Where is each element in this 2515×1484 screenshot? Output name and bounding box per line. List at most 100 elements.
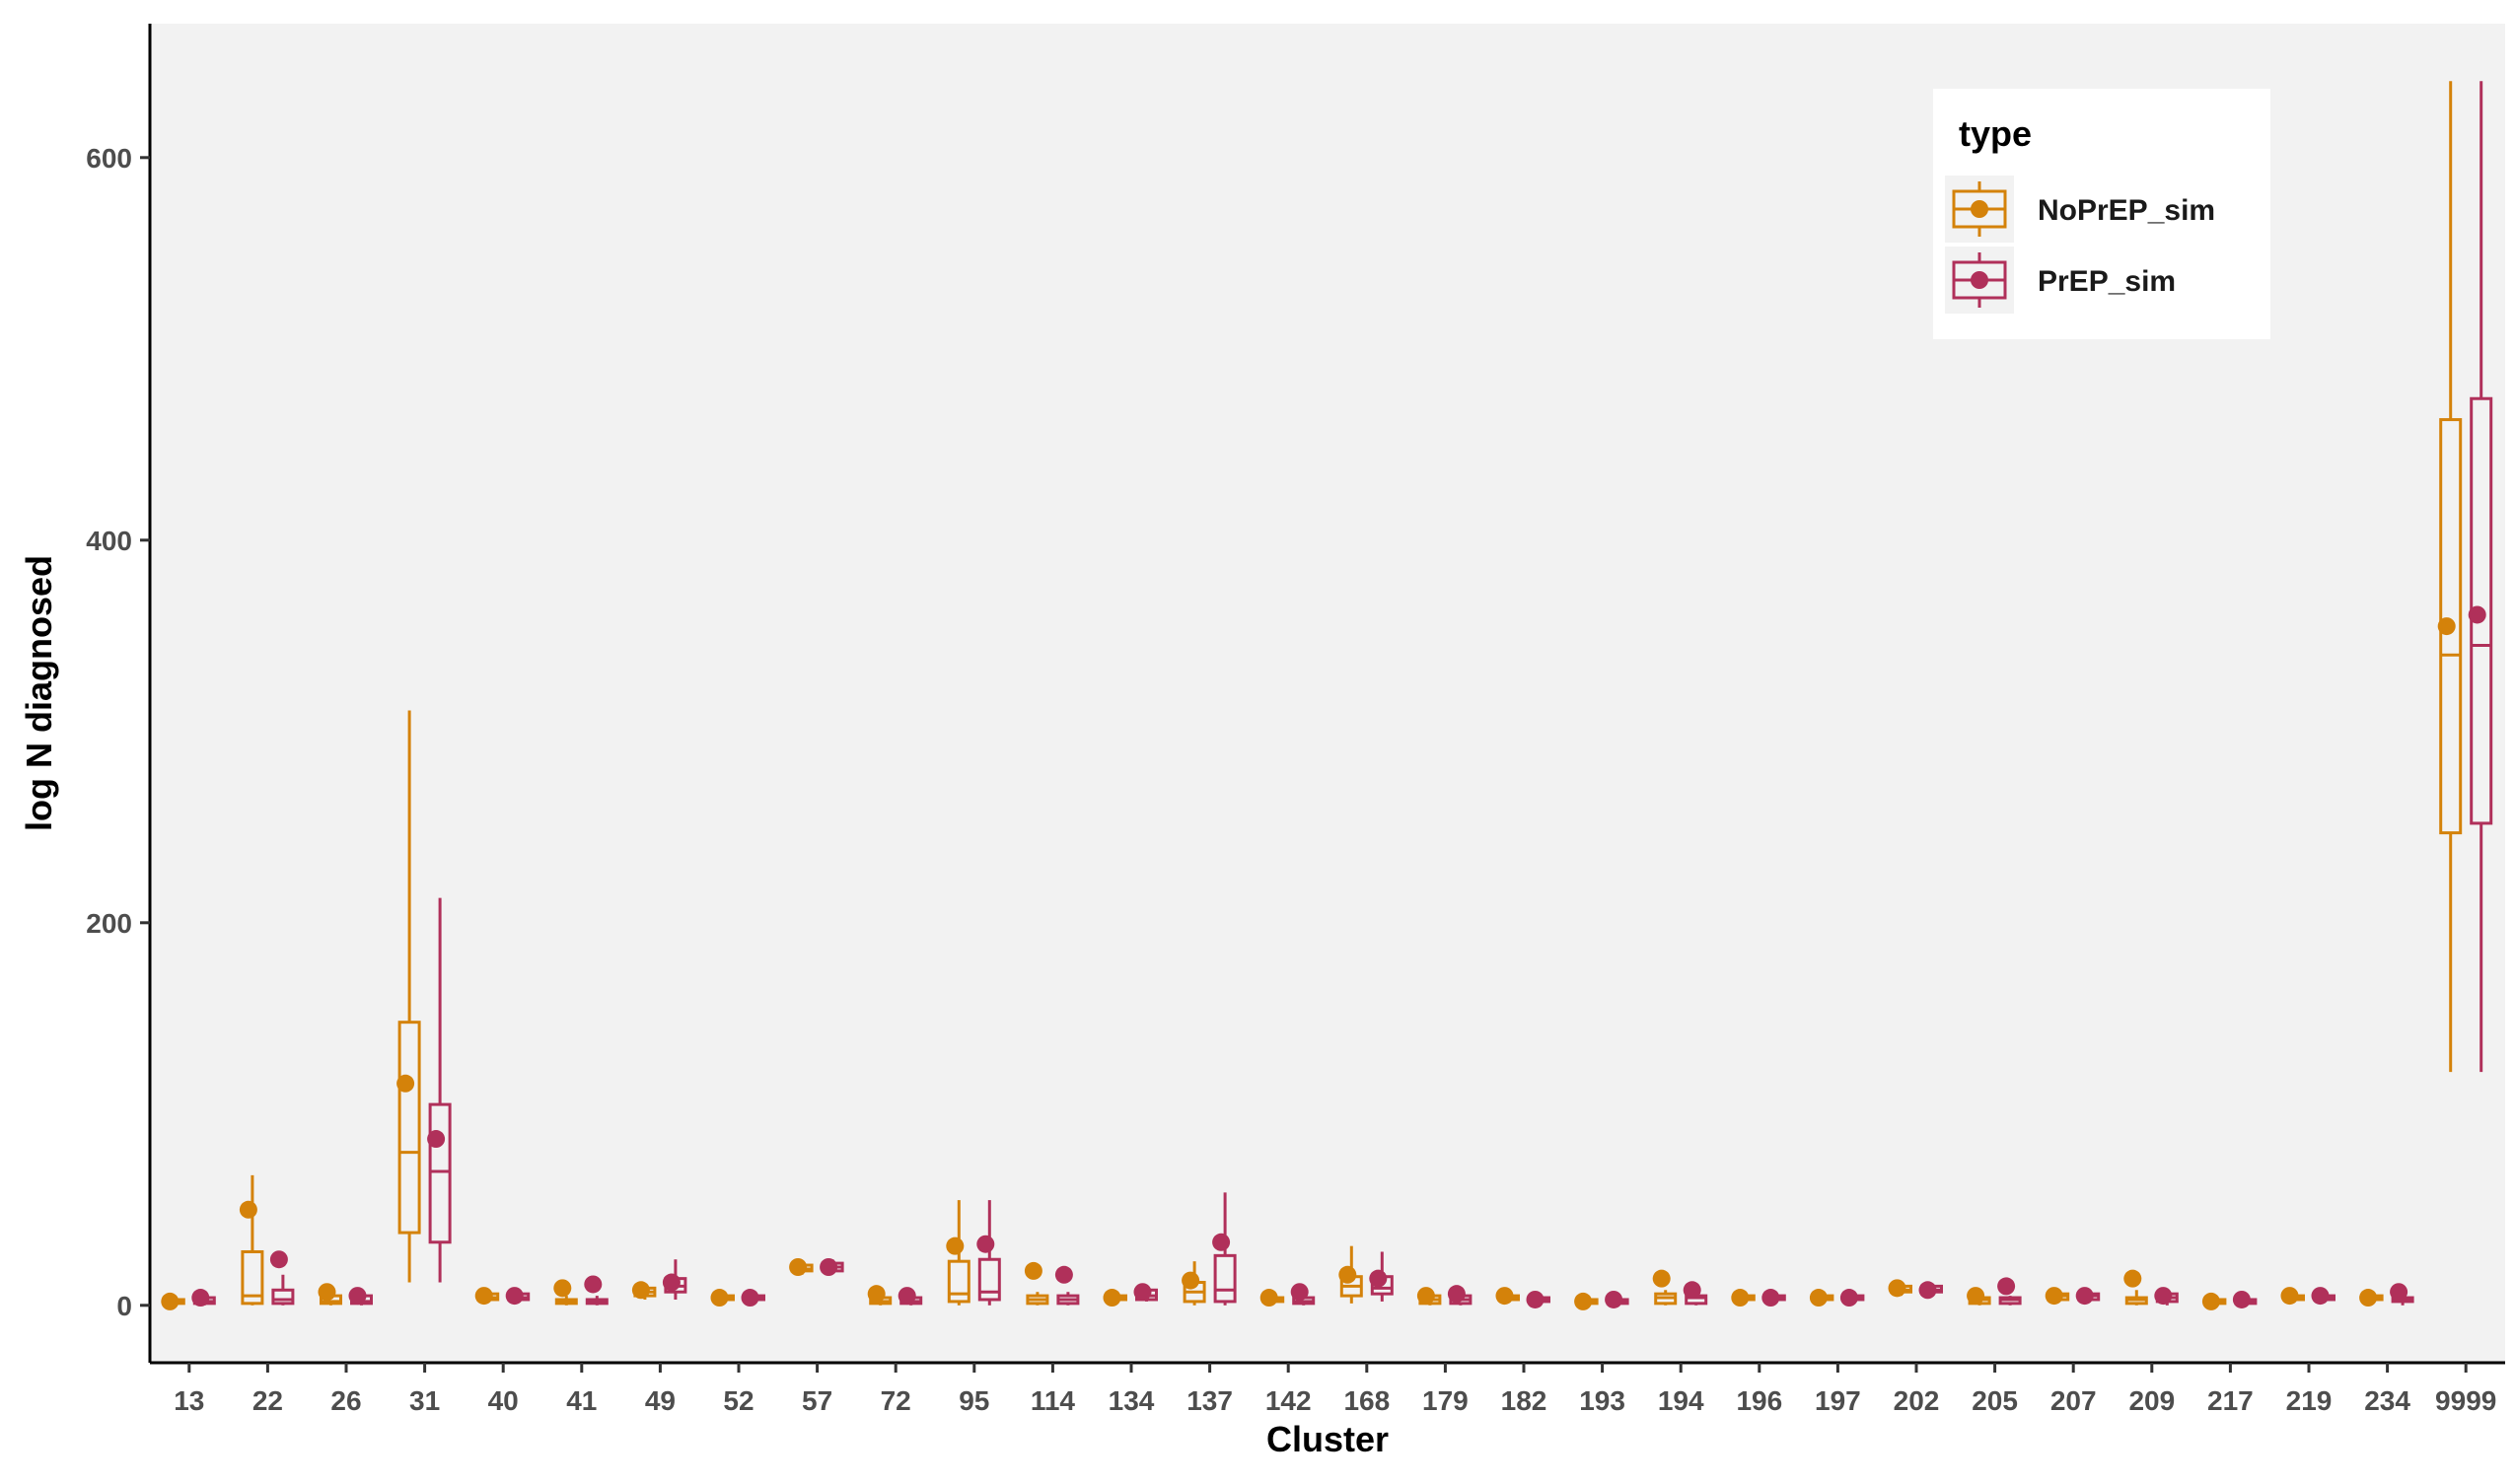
mean-point [1605,1290,1623,1308]
mean-point [1103,1289,1121,1307]
mean-point [1133,1283,1152,1302]
mean-point [396,1074,415,1093]
legend-item-NoPrEP_sim: NoPrEP_sim [1945,176,2215,243]
mean-point [946,1237,965,1255]
mean-point [1683,1281,1701,1300]
legend-label: NoPrEP_sim [2038,194,2215,227]
mean-point [2359,1289,2378,1307]
mean-point [2311,1287,2330,1306]
legend-key-point [1971,271,1988,289]
mean-point [1888,1279,1906,1298]
legend: type NoPrEP_sim PrEP_sim [1933,89,2270,339]
x-tick-label: 9999 [2435,1385,2496,1416]
box-group-PrEP_sim-182 [1526,1290,1550,1308]
x-tick-label: 197 [1815,1385,1861,1416]
y-tick-label: 400 [86,526,132,556]
box-group-NoPrEP_sim-217 [2201,1292,2227,1310]
x-tick-label: 22 [252,1385,283,1416]
mean-point [820,1258,838,1276]
y-tick-label: 600 [86,143,132,174]
mean-point [898,1287,916,1306]
box-group-NoPrEP_sim-234 [2359,1289,2384,1307]
mean-point [2468,605,2486,624]
y-tick-label: 0 [116,1291,132,1321]
box-group-PrEP_sim-193 [1605,1290,1629,1308]
x-tick-label: 26 [330,1385,361,1416]
box-group-PrEP_sim-72 [898,1287,923,1306]
mean-point [1526,1290,1545,1308]
mean-point [1024,1261,1042,1280]
box-group-NoPrEP_sim-168 [1338,1245,1363,1304]
legend-key-point [1971,200,1988,218]
x-tick-label: 202 [1894,1385,1940,1416]
x-tick-label: 217 [2207,1385,2254,1416]
x-tick-label: 209 [2128,1385,2175,1416]
mean-point [318,1283,336,1302]
mean-point [239,1200,257,1219]
box-group-NoPrEP_sim-137 [1182,1261,1206,1306]
y-axis-title: log N diagnosed [19,555,59,831]
box [977,1257,1001,1302]
mean-point [1054,1265,1073,1284]
box-group-NoPrEP_sim-205 [1967,1287,1991,1306]
mean-point [553,1279,572,1298]
box-group-NoPrEP_sim-207 [2045,1287,2070,1306]
box-group-NoPrEP_sim-114 [1024,1261,1049,1306]
mean-point [2045,1287,2063,1306]
y-tick-label: 200 [86,908,132,939]
mean-point [1574,1292,1593,1310]
box-group-NoPrEP_sim-202 [1888,1279,1912,1298]
box-group-PrEP_sim-26 [348,1287,373,1306]
mean-point [2232,1290,2251,1308]
box-group-NoPrEP_sim-196 [1731,1289,1756,1307]
box-group-NoPrEP_sim-209 [2123,1269,2148,1306]
box [947,1259,970,1304]
mean-point [2075,1287,2094,1306]
mean-point [1338,1265,1357,1284]
box [428,1102,452,1244]
box-group-NoPrEP_sim-142 [1259,1289,1285,1307]
x-tick-label: 52 [723,1385,754,1416]
box-group-NoPrEP_sim-22 [239,1174,264,1306]
mean-point [2123,1269,2142,1288]
mean-point [269,1250,288,1269]
box-group-PrEP_sim-95 [976,1200,1001,1306]
mean-point [505,1287,524,1306]
box-group-PrEP_sim-209 [2154,1287,2179,1306]
box-group-NoPrEP_sim-52 [710,1289,735,1307]
mean-point [2154,1287,2173,1306]
mean-point [348,1287,367,1306]
legend-item-PrEP_sim: PrEP_sim [1945,247,2176,314]
x-tick-label: 95 [959,1385,989,1416]
box-group-NoPrEP_sim-197 [1809,1289,1834,1307]
x-tick-label: 194 [1658,1385,1704,1416]
mean-point [1652,1269,1671,1288]
x-tick-label: 234 [2364,1385,2410,1416]
box-group-PrEP_sim-217 [2232,1290,2258,1308]
box-group-PrEP_sim-40 [505,1287,531,1306]
mean-point [474,1287,493,1306]
box-group-NoPrEP_sim-9999 [2437,81,2463,1073]
mean-point [1997,1277,2016,1296]
mean-point [427,1130,446,1149]
box-group-NoPrEP_sim-13 [161,1292,185,1310]
mean-point [1447,1285,1466,1304]
x-tick-label: 41 [566,1385,597,1416]
box-group-NoPrEP_sim-26 [318,1283,342,1306]
box-group-PrEP_sim-197 [1839,1289,1865,1307]
x-tick-label: 40 [488,1385,519,1416]
x-tick-label: 31 [409,1385,440,1416]
box-group-NoPrEP_sim-219 [2280,1287,2305,1306]
x-axis-title: Cluster [1266,1419,1389,1459]
x-tick-label: 137 [1186,1385,1233,1416]
x-tick-label: 49 [645,1385,676,1416]
mean-point [1290,1283,1309,1302]
box-group-NoPrEP_sim-194 [1652,1269,1678,1306]
mean-point [1967,1287,1985,1306]
box-group-PrEP_sim-114 [1054,1265,1080,1306]
mean-point [1809,1289,1828,1307]
box-group-PrEP_sim-168 [1369,1251,1394,1302]
box-group-NoPrEP_sim-95 [946,1200,970,1306]
box-group-NoPrEP_sim-41 [553,1279,578,1306]
box-group-PrEP_sim-49 [662,1259,687,1300]
